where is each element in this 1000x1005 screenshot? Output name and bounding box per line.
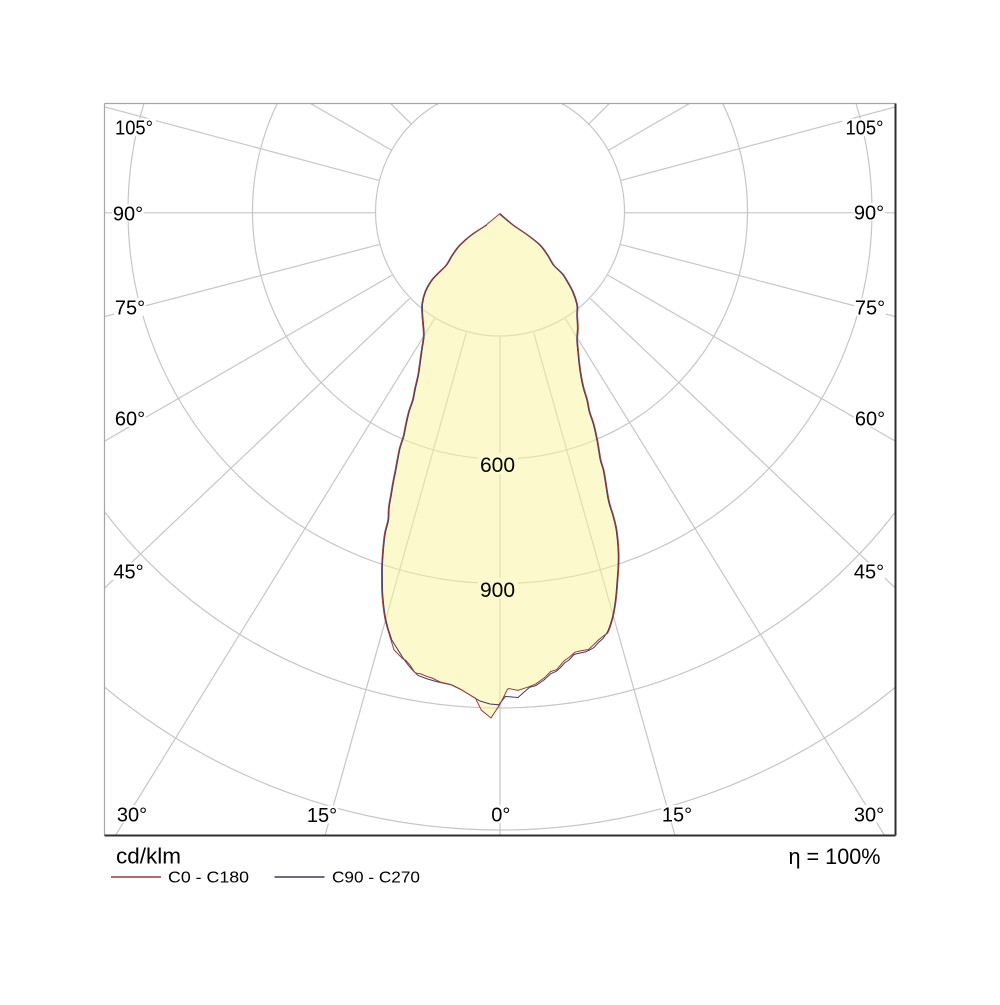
svg-text:600: 600: [480, 454, 515, 477]
svg-text:60°: 60°: [855, 408, 885, 430]
svg-text:90°: 90°: [854, 202, 884, 224]
svg-text:90°: 90°: [113, 203, 143, 225]
svg-text:0°: 0°: [491, 804, 510, 826]
svg-text:15°: 15°: [662, 804, 692, 826]
svg-text:30°: 30°: [854, 804, 884, 826]
svg-text:C90 - C270: C90 - C270: [332, 870, 420, 887]
svg-text:15°: 15°: [307, 805, 337, 827]
svg-text:cd/klm: cd/klm: [116, 844, 181, 869]
svg-text:45°: 45°: [854, 562, 884, 584]
svg-text:60°: 60°: [115, 408, 145, 430]
svg-text:900: 900: [480, 579, 515, 602]
svg-text:75°: 75°: [855, 297, 885, 319]
svg-text:105°: 105°: [115, 118, 153, 140]
svg-text:45°: 45°: [113, 562, 143, 584]
svg-text:C0 - C180: C0 - C180: [168, 870, 249, 887]
svg-text:105°: 105°: [846, 118, 884, 140]
svg-text:η = 100%: η = 100%: [789, 844, 881, 869]
svg-text:75°: 75°: [115, 297, 145, 319]
svg-text:30°: 30°: [117, 804, 147, 826]
